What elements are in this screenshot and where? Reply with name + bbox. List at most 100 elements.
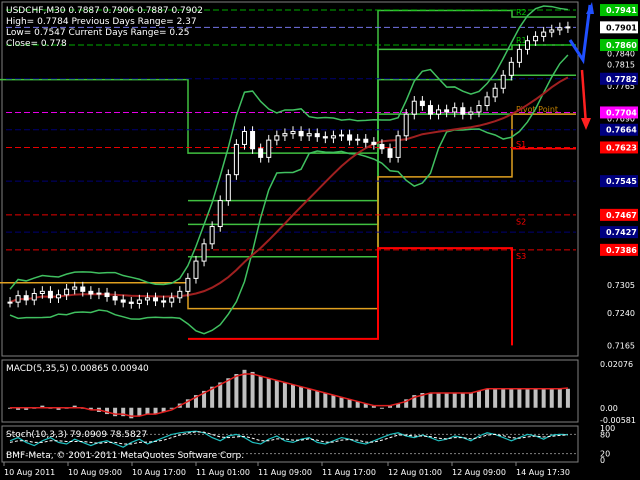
candle-body [39,290,45,295]
copyright: BMF-Meta, © 2001-2011 MetaQuotes Softwar… [6,451,244,461]
macd-histogram-bar [299,386,304,408]
candle-body [282,133,288,137]
macd-histogram-bar [355,401,360,408]
price-label-text: 0.7704 [606,108,637,117]
candle-body [169,297,175,303]
candle-body [233,143,239,176]
macd-tick-label: 0.00 [600,404,618,413]
price-label-box [600,21,638,34]
candle-body [88,290,94,295]
candle-body [476,105,482,113]
macd-histogram-bar [169,407,174,409]
stoch-tick-label: 0 [600,456,605,465]
macd-histogram-bar [315,390,320,408]
support-level-line [188,247,513,346]
candle-body [347,134,353,141]
macd-histogram-bar [266,378,271,408]
macd-histogram-bar [371,405,376,408]
candle-body [201,243,207,262]
macd-histogram-bar [493,388,498,408]
price-label-text: 0.7427 [606,228,637,237]
price-label-text: 0.7664 [606,126,637,135]
time-tick-label: 12 Aug 09:00 [452,468,506,477]
macd-histogram-bar [72,405,77,408]
candle-body [411,100,417,115]
price-label-box [600,4,638,17]
header-line1: USDCHF,M30 0.7887 0.7906 0.7887 0.7902 [6,6,203,16]
candle-body [436,109,442,115]
macd-histogram-bar [420,393,425,408]
macd-histogram-bar [234,374,239,408]
resistance-level-line [188,74,576,226]
candle-body [419,100,425,107]
candle-body [47,290,53,299]
lower-band [9,54,569,335]
candle-body [193,260,199,279]
price-tick-label: 0.7305 [607,281,635,290]
macd-histogram-bar [161,407,166,412]
candle-body [266,139,272,158]
macd-histogram-bar [331,395,336,408]
macd-histogram-bar [517,388,522,408]
macd-histogram-bar [339,397,344,408]
candle-body [452,107,458,113]
price-label-text: 0.7545 [606,177,637,186]
time-tick-label: 12 Aug 01:00 [388,468,442,477]
candle-body [96,292,102,295]
forecast-arrows [568,2,594,130]
macd-histogram-bar [404,399,409,408]
candle-body [241,130,247,145]
macd-histogram-bar [485,388,490,408]
macd-histogram-bar [460,393,465,408]
bollinger-bands [9,5,569,335]
macd-histogram-bar [412,395,417,408]
time-tick-label: 11 Aug 09:00 [258,468,312,477]
stoch-tick-label: 100 [600,424,615,433]
macd-histogram-bar [226,378,231,408]
moving-average [9,76,569,304]
up-arrow-head [586,2,594,14]
candle-body [153,297,159,302]
candle-body [444,109,450,113]
candle-body [460,107,466,115]
level-label: S2 [516,218,526,227]
macd-histogram-bar [452,393,457,408]
candle-body [128,301,134,304]
candle-body [72,286,78,290]
time-tick-label: 10 Aug 09:00 [68,468,122,477]
header-line3: Low= 0.7547 Current Days Range= 0.25 [6,28,189,38]
price-label-box [600,39,638,52]
macd-tick-label: 0.02076 [600,360,633,369]
price-label-text: 0.7623 [606,143,637,152]
level-label: R2 [516,8,527,17]
macd-histogram-bar [347,399,352,408]
macd-histogram-bar [153,407,158,415]
macd-histogram-bar [565,388,570,408]
candle-body [112,296,118,301]
macd-histogram-bar [533,388,538,408]
macd-histogram-bar [121,407,126,417]
candle-body [31,293,37,301]
candle-body [258,148,264,158]
stoch-panel [1,425,579,463]
candle-body [298,130,304,137]
macd-histogram-bar [501,388,506,408]
candle-body [395,135,401,158]
macd-histogram-bar [557,388,562,408]
price-label-text: 0.7860 [606,41,637,50]
down-arrow [580,69,588,126]
candle-body [144,297,150,301]
macd-signal-line [10,373,568,417]
time-tick-label: 14 Aug 17:30 [516,468,570,477]
macd-histogram-bar [113,407,118,417]
price-tick-label: 0.7840 [607,50,635,59]
candle-body [355,138,361,141]
price-label-box [600,226,638,239]
price-panel [1,1,579,357]
macd-tick-label: -0.00581 [600,416,636,425]
stoch-tick-label: 20 [600,450,610,459]
macd-histogram-bar [185,399,190,408]
